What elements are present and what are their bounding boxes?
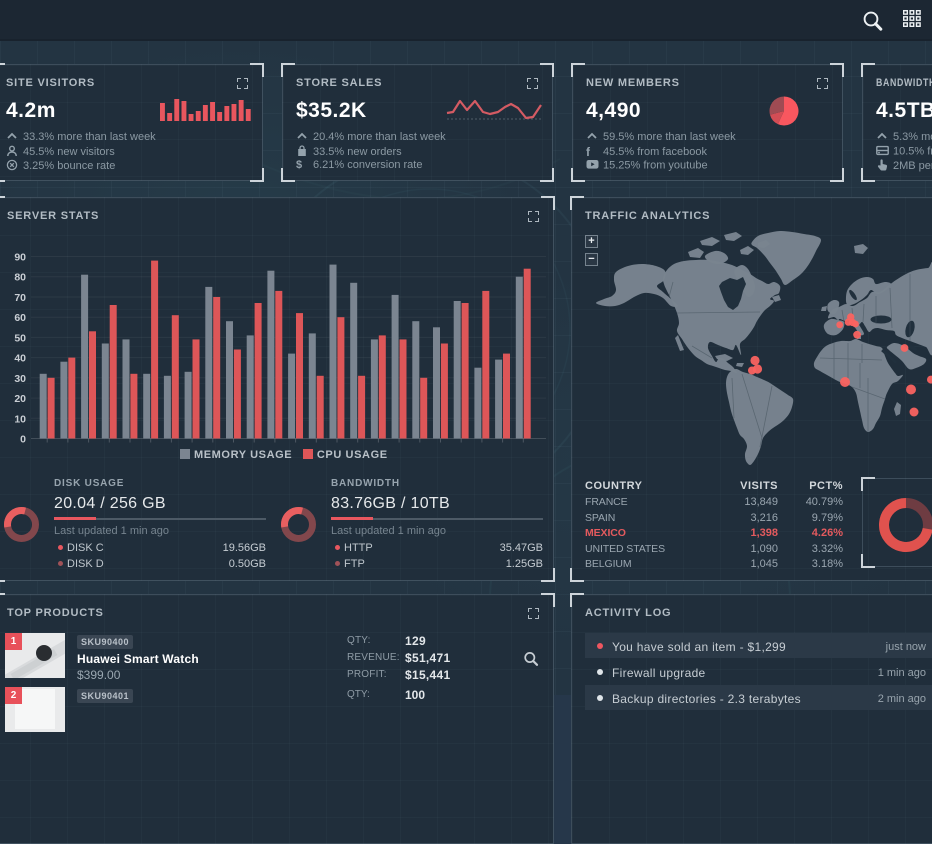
svg-text:80: 80: [14, 272, 26, 284]
svg-text:90: 90: [14, 252, 26, 264]
svg-text:10: 10: [14, 413, 26, 425]
svg-text:60: 60: [14, 312, 26, 324]
svg-text:50: 50: [14, 332, 26, 344]
svg-text:30: 30: [14, 373, 26, 385]
svg-text:40: 40: [14, 353, 26, 365]
svg-text:0: 0: [20, 434, 26, 446]
svg-text:70: 70: [14, 292, 26, 304]
svg-text:20: 20: [14, 393, 26, 405]
